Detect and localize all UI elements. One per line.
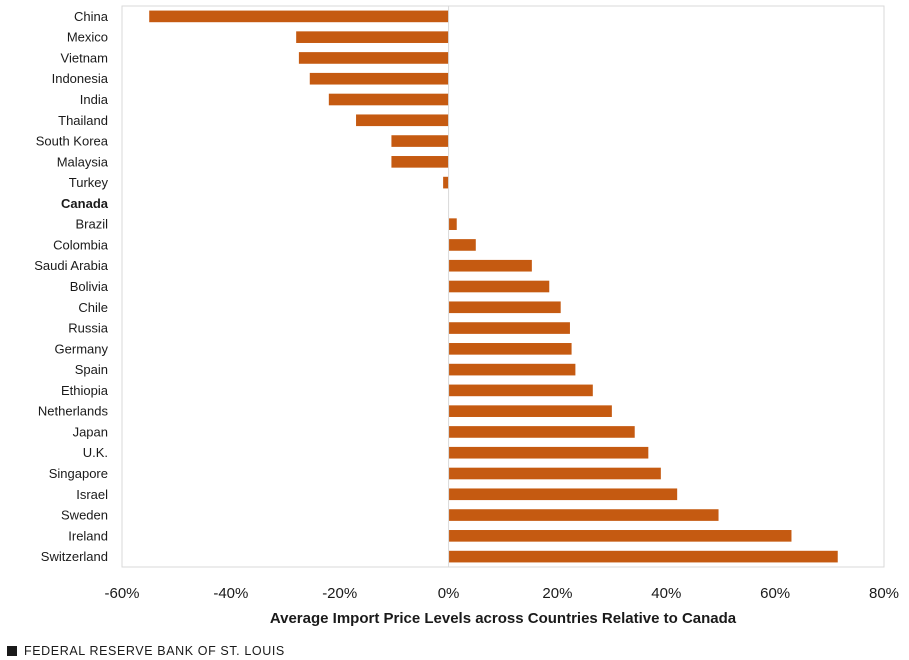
plot-area (121, 5, 885, 568)
category-label: Spain (75, 362, 108, 377)
category-label: Mexico (67, 30, 108, 45)
category-label: Canada (61, 196, 109, 211)
bar-israel (448, 488, 678, 501)
x-tick-label: 0% (438, 585, 460, 602)
x-axis-title: Average Import Price Levels across Count… (270, 610, 737, 627)
category-label: Colombia (53, 237, 109, 252)
footer: FEDERAL RESERVE BANK OF ST. LOUIS (7, 643, 285, 659)
bar-chile (448, 301, 561, 314)
bar-brazil (448, 218, 457, 230)
bar-thailand (356, 114, 449, 127)
category-label: Sweden (61, 508, 108, 523)
bar-switzerland (448, 550, 838, 563)
category-label: Chile (78, 300, 108, 315)
category-label: Brazil (75, 217, 108, 232)
bar-russia (448, 322, 570, 334)
bar-india (328, 93, 449, 106)
bar-south-korea (391, 135, 449, 147)
category-label: Bolivia (70, 279, 109, 294)
x-tick-label: 40% (651, 585, 681, 602)
x-tick-label: 80% (869, 585, 899, 602)
bar-turkey (443, 176, 449, 189)
category-label: Turkey (69, 175, 109, 190)
bar-netherlands (448, 405, 612, 417)
category-label: Ethiopia (61, 383, 109, 398)
category-label: Switzerland (41, 549, 108, 564)
category-label: Vietnam (61, 50, 108, 65)
category-label: South Korea (36, 134, 109, 149)
bar-spain (448, 363, 576, 376)
bar-colombia (448, 239, 476, 251)
bar-ethiopia (448, 384, 593, 397)
x-tick-label: -40% (213, 585, 248, 602)
category-label: India (80, 92, 109, 107)
x-tick-label: 60% (760, 585, 790, 602)
category-label: Ireland (68, 528, 108, 543)
bar-u-k (448, 446, 649, 459)
category-label: Thailand (58, 113, 108, 128)
source-label: FEDERAL RESERVE BANK OF ST. LOUIS (24, 644, 285, 658)
category-label: Germany (55, 341, 109, 356)
x-tick-label: -60% (104, 585, 139, 602)
bar-saudi-arabia (448, 259, 532, 272)
bar-malaysia (391, 156, 449, 168)
category-label: Saudi Arabia (34, 258, 108, 273)
bar-germany (448, 343, 572, 355)
logo-square-icon (7, 646, 17, 656)
category-label: Singapore (49, 466, 108, 481)
category-label: Indonesia (52, 71, 109, 86)
category-label: China (74, 9, 109, 24)
category-label: Japan (73, 424, 108, 439)
bar-indonesia (309, 72, 449, 85)
bar-ireland (448, 530, 792, 542)
bar-vietnam (298, 52, 449, 64)
x-tick-label: 20% (542, 585, 572, 602)
bar-singapore (448, 467, 661, 480)
category-label: Netherlands (38, 404, 109, 419)
category-label: Russia (68, 321, 109, 336)
chart: China Mexico Vietnam Indonesia India Thailand… (34, 5, 899, 627)
category-label: U.K. (83, 445, 108, 460)
x-tick-label: -20% (322, 585, 357, 602)
category-label: Malaysia (57, 154, 109, 169)
bar-bolivia (448, 280, 550, 293)
bar-japan (448, 426, 635, 438)
bar-mexico (296, 31, 449, 43)
bar-sweden (448, 509, 719, 521)
bar-china (149, 10, 449, 23)
category-label: Israel (76, 487, 108, 502)
